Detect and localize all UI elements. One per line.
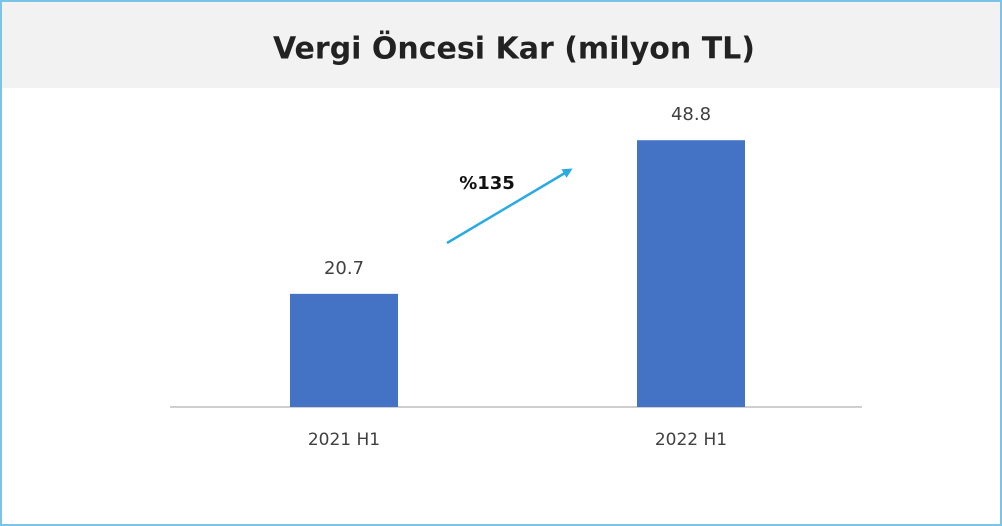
bar [290,293,398,407]
x-tick-label: 2022 H1 [655,430,727,450]
chart-title: Vergi Öncesi Kar (milyon TL) [273,30,755,67]
growth-arrow [446,168,573,245]
title-band [2,2,1000,88]
annotation: %135 [459,173,515,194]
x-tick-label: 2021 H1 [308,430,380,450]
bar [637,140,745,407]
data-label: 20.7 [324,258,364,279]
data-label: 48.8 [671,104,711,125]
